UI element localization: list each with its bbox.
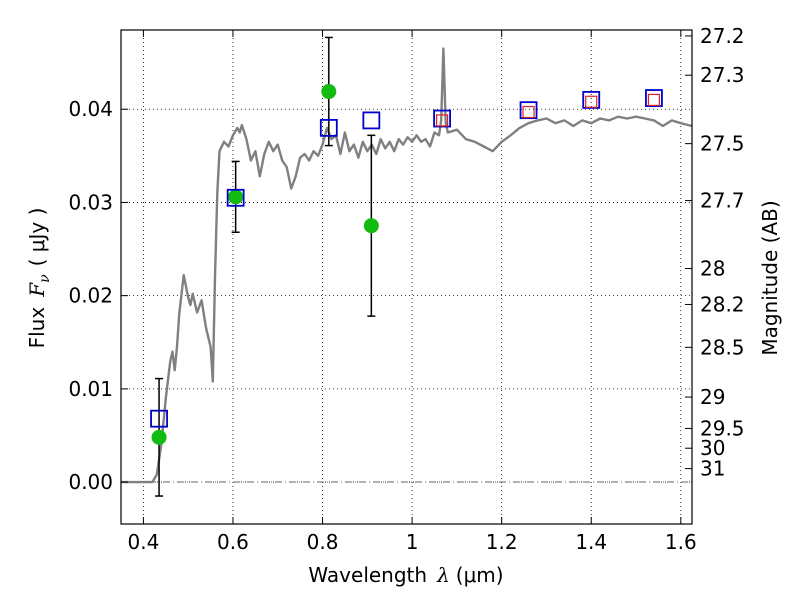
axes: 0.4 0.6 0.8 1 1.2 1.4 1.6 0.00 0.01 0.02 0.03 0.04 2…: [68, 24, 744, 554]
x-axis-label-text: Wavelength: [308, 563, 427, 587]
magnitude-tick-label: 29.5: [700, 416, 745, 440]
observed-point: [228, 189, 244, 205]
magnitude-tick-label: 27.5: [700, 132, 745, 156]
y-axis-label-text: Flux: [25, 307, 49, 349]
y-axis-label-subscript: ν: [37, 274, 53, 283]
x-tick-label: 0.6: [217, 530, 249, 554]
plot-area: [121, 36, 693, 497]
observed-point: [321, 84, 337, 100]
magnitude-tick-label: 28: [700, 257, 725, 281]
magnitude-tick-label: 29: [700, 385, 725, 409]
y-tick-label: 0.03: [68, 190, 113, 214]
magnitude-tick-label: 27.2: [700, 24, 745, 48]
y-tick-label: 0.04: [68, 97, 113, 121]
x-tick-label: 0.8: [307, 530, 339, 554]
magnitude-tick-label: 30: [700, 436, 725, 460]
y-tick-label: 0.02: [68, 284, 113, 308]
x-axis-label-symbol: λ: [436, 563, 450, 587]
magnitude-tick-label: 31: [700, 457, 725, 481]
magnitude-tick-label: 28.2: [700, 292, 745, 316]
x-axis-label: Wavelength λ (μm): [308, 563, 503, 587]
model-photometry-marker: [519, 101, 538, 120]
model-photometry-marker: [582, 91, 601, 109]
magnitude-tick-label: 27.7: [700, 189, 745, 213]
upper-limit-marker: [522, 105, 535, 119]
x-tick-label: 1.2: [486, 530, 518, 554]
magnitude-axis-label: Magnitude (AB): [758, 200, 782, 355]
y-axis-label-unit: ( μJy ): [25, 208, 49, 267]
upper-limit-marker: [436, 114, 449, 127]
y-tick-label: 0.00: [68, 470, 113, 494]
y-axis-label: Flux Fν ( μJy ): [25, 208, 53, 349]
upper-limit-marker: [585, 95, 598, 108]
grid: [121, 30, 692, 524]
plot-frame: [120, 29, 693, 525]
magnitude-tick-label: 27.3: [700, 63, 745, 87]
model-photometry-marker: [226, 188, 245, 207]
upper-limit-marker: [647, 93, 661, 107]
model-photometry-marker: [319, 118, 338, 137]
x-axis-label-unit: (μm): [456, 563, 504, 587]
observed-point: [363, 218, 379, 234]
model-photometry-marker: [645, 89, 663, 107]
y-axis-label-symbol: F: [25, 282, 49, 298]
y-tick-label: 0.01: [68, 377, 113, 401]
x-tick-label: 0.4: [127, 530, 159, 554]
x-tick-label: 1.4: [575, 530, 607, 554]
magnitude-tick-label: 28.5: [700, 335, 745, 359]
model-photometry-marker: [433, 109, 452, 128]
model-photometry-marker: [362, 111, 381, 130]
x-tick-label: 1.6: [665, 530, 697, 554]
model-photometry-marker: [150, 409, 168, 428]
observed-point: [151, 429, 167, 445]
sed-model-line: [121, 47, 693, 484]
x-tick-label: 1: [406, 530, 419, 554]
